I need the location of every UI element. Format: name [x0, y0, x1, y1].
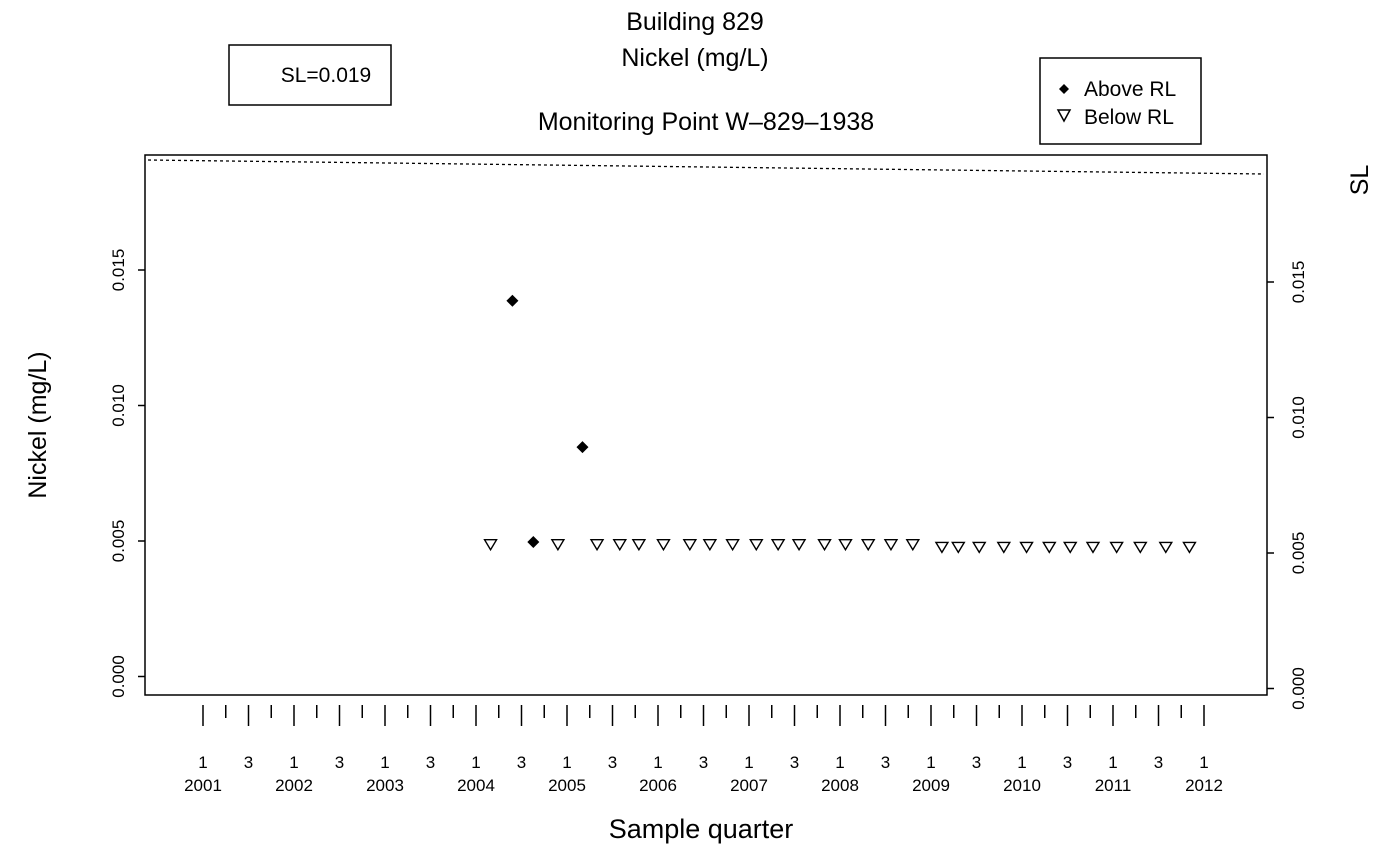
legend-above-rl-label: Above RL	[1084, 78, 1176, 101]
below-rl-point	[770, 539, 786, 552]
below-rl-point	[550, 539, 566, 552]
x-quarter-label: 1	[380, 753, 389, 772]
x-quarter-label: 1	[289, 753, 298, 772]
x-quarter-label: 1	[744, 753, 753, 772]
x-year-label: 2008	[821, 776, 859, 795]
left-y-tick-label: 0.005	[109, 520, 128, 563]
x-quarter-label: 1	[1108, 753, 1117, 772]
below-rl-point	[1133, 541, 1148, 554]
x-quarter-label: 3	[426, 753, 435, 772]
above-rl-point	[527, 536, 540, 548]
below-rl-point	[725, 539, 740, 552]
x-year-label: 2009	[912, 776, 950, 795]
x-quarter-label: 1	[835, 753, 844, 772]
x-quarter-label: 3	[608, 753, 617, 772]
below-rl-point	[589, 539, 605, 552]
below-rl-point	[996, 541, 1012, 554]
below-rl-point	[631, 539, 647, 552]
below-rl-point	[682, 539, 698, 552]
legend-above-rl-marker	[1059, 84, 1069, 94]
below-rl-point	[1062, 541, 1078, 554]
legend-below-rl-marker	[1056, 109, 1072, 123]
legend-box	[1039, 57, 1202, 145]
below-rl-point	[702, 539, 718, 552]
right-y-tick-label: 0.010	[1289, 396, 1308, 439]
plot-frame	[144, 154, 1268, 696]
below-rl-point	[934, 541, 950, 554]
right-y-tick-label: 0.000	[1289, 667, 1308, 710]
below-rl-point	[483, 539, 498, 552]
x-quarter-label: 1	[653, 753, 662, 772]
x-year-label: 2010	[1003, 776, 1041, 795]
x-axis-title: Sample quarter	[609, 814, 794, 844]
below-rl-point	[1158, 541, 1174, 554]
x-year-label: 2003	[366, 776, 404, 795]
x-year-label: 2004	[457, 776, 495, 795]
sl-line	[147, 159, 1265, 175]
x-year-label: 2007	[730, 776, 768, 795]
left-y-tick-label: 0.015	[109, 249, 128, 292]
left-y-tick-label: 0.000	[109, 655, 128, 698]
chart-title: Building 829	[626, 8, 764, 36]
y-axis-title: Nickel (mg/L)	[24, 351, 52, 498]
below-rl-point	[791, 539, 807, 552]
below-rl-point	[612, 539, 628, 552]
below-rl-point	[817, 539, 832, 552]
x-year-label: 2006	[639, 776, 677, 795]
sl-box	[228, 44, 392, 106]
sl-box-label: SL=0.019	[281, 64, 372, 87]
x-quarter-label: 1	[926, 753, 935, 772]
x-quarter-label: 3	[790, 753, 799, 772]
below-rl-point	[971, 541, 987, 554]
below-rl-point	[905, 539, 921, 552]
x-year-label: 2001	[184, 776, 222, 795]
above-rl-point	[576, 441, 589, 454]
x-axis: 1 3 1 3 1 3 1 3 1 3 1 3 1 3 1 3 1 3 1 3 1 3 1 2001 2002 2003 2004 2…	[184, 705, 1223, 795]
x-quarter-label: 1	[1017, 753, 1026, 772]
x-quarter-label: 3	[1063, 753, 1072, 772]
x-year-label: 2012	[1185, 776, 1223, 795]
x-quarter-label: 1	[562, 753, 571, 772]
x-quarter-label: 1	[1199, 753, 1208, 772]
below-rl-point	[749, 539, 764, 552]
legend-below-rl-label: Below RL	[1084, 106, 1174, 129]
left-y-tick-label: 0.010	[109, 384, 128, 427]
x-year-label: 2011	[1095, 776, 1132, 795]
above-rl-point	[506, 294, 519, 307]
below-rl-point	[1042, 541, 1057, 554]
below-rl-point	[1019, 541, 1034, 554]
below-rl-point	[951, 541, 966, 554]
x-quarter-label: 3	[1154, 753, 1163, 772]
x-quarter-label: 3	[972, 753, 981, 772]
below-rl-point	[656, 539, 671, 552]
x-quarter-label: 3	[517, 753, 526, 772]
below-rl-point	[838, 539, 853, 552]
x-quarter-label: 1	[198, 753, 207, 772]
x-quarter-label: 3	[244, 753, 253, 772]
chart-subtitle: Nickel (mg/L)	[621, 44, 768, 72]
right-axis-title: SL	[1346, 165, 1374, 196]
below-rl-point	[860, 539, 876, 552]
x-year-label: 2005	[548, 776, 586, 795]
right-y-axis: 0.000 0.005 0.010 0.015	[1267, 261, 1308, 710]
panel-title: Monitoring Point W–829–1938	[538, 108, 874, 136]
right-y-tick-label: 0.005	[1289, 532, 1308, 575]
below-rl-point	[1109, 541, 1124, 554]
x-quarter-label: 3	[335, 753, 344, 772]
left-y-axis: 0.000 0.005 0.010 0.015	[109, 249, 145, 698]
below-rl-point	[883, 539, 899, 552]
right-y-tick-label: 0.015	[1289, 261, 1308, 304]
below-rl-point	[1085, 541, 1101, 554]
x-year-label: 2002	[275, 776, 313, 795]
x-quarter-label: 3	[699, 753, 708, 772]
data-points	[483, 294, 1197, 554]
x-quarter-label: 1	[471, 753, 480, 772]
below-rl-point	[1182, 541, 1197, 554]
x-quarter-label: 3	[881, 753, 890, 772]
